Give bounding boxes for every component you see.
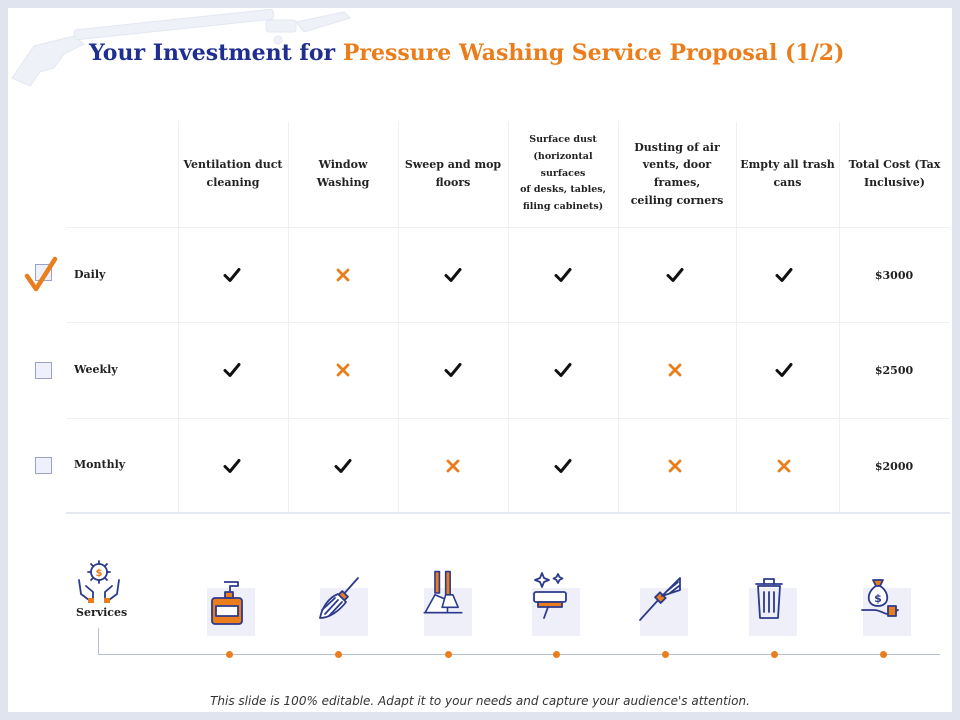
check-icon xyxy=(775,363,793,377)
check-icon xyxy=(223,268,241,282)
check-icon xyxy=(223,363,241,377)
timeline-dot xyxy=(445,651,452,658)
trash-can-icon xyxy=(755,578,783,619)
footer-note: This slide is 100% editable. Adapt it to… xyxy=(210,694,750,708)
column-header-trash: Empty all trash cans xyxy=(740,158,835,189)
timeline-dot xyxy=(226,651,233,658)
cross-icon xyxy=(446,459,460,473)
timeline-dot xyxy=(335,651,342,658)
duster-brush-icon xyxy=(639,577,681,621)
table-divider xyxy=(618,122,619,514)
price-daily: $3000 xyxy=(874,269,914,282)
plan-checkbox-weekly[interactable] xyxy=(35,362,52,379)
broom-icon xyxy=(319,577,359,619)
dustpan-and-brush-icon xyxy=(423,570,463,614)
timeline-dot xyxy=(771,651,778,658)
table-divider xyxy=(288,122,289,514)
table-divider xyxy=(508,122,509,514)
row-label-daily: Daily xyxy=(74,268,106,281)
row-label-weekly: Weekly xyxy=(74,363,118,376)
checkmark-selected-icon xyxy=(24,256,58,292)
column-header-window-washing: Window Washing xyxy=(316,158,370,189)
row-label-monthly: Monthly xyxy=(74,458,126,471)
price-weekly: $2500 xyxy=(874,364,914,377)
pressure-washer-icon xyxy=(11,8,351,87)
check-icon xyxy=(666,268,684,282)
page-title: Your Investment for Pressure Washing Ser… xyxy=(89,40,844,66)
icon-tile xyxy=(749,588,797,636)
timeline-line xyxy=(98,654,940,655)
table-divider xyxy=(66,322,950,323)
check-icon xyxy=(444,363,462,377)
column-header-sweep-mop: Sweep and mop floors xyxy=(404,158,502,189)
table-divider xyxy=(66,227,950,228)
cross-icon xyxy=(668,363,682,377)
slide-canvas xyxy=(8,8,952,712)
svg-text:$: $ xyxy=(96,568,103,579)
column-header-total-cost: Total Cost (Tax Inclusive) xyxy=(848,158,941,189)
table-divider xyxy=(66,418,950,419)
table-divider xyxy=(178,122,179,514)
cross-icon xyxy=(336,363,350,377)
price-monthly: $2000 xyxy=(874,460,914,473)
timeline-dot xyxy=(880,651,887,658)
table-divider xyxy=(839,122,840,514)
svg-text:$: $ xyxy=(874,592,882,605)
timeline-dot xyxy=(662,651,669,658)
check-icon xyxy=(444,268,462,282)
table-divider xyxy=(736,122,737,514)
column-header-surface-dust: Surface dust (horizontal surfaces of desks… xyxy=(520,134,606,212)
column-header-ventilation: Ventilation duct cleaning xyxy=(183,158,283,189)
check-icon xyxy=(223,459,241,473)
hands-dollar-gear-icon: $ xyxy=(78,560,120,603)
table-divider xyxy=(66,512,950,514)
timeline-dot xyxy=(553,651,560,658)
plan-checkbox-monthly[interactable] xyxy=(35,457,52,474)
check-icon xyxy=(554,268,572,282)
check-icon xyxy=(775,268,793,282)
column-header-air-vents: Dusting of air vents, door frames, ceiling… xyxy=(630,140,724,207)
title-accent: Pressure Washing Service Proposal (1/2) xyxy=(342,40,845,66)
cross-icon xyxy=(777,459,791,473)
services-label: Services xyxy=(76,606,128,619)
cross-icon xyxy=(668,459,682,473)
money-bag-hand-icon: $ xyxy=(861,579,899,617)
check-icon xyxy=(554,363,572,377)
cross-icon xyxy=(336,268,350,282)
soap-dispenser-icon xyxy=(211,581,243,625)
table-divider xyxy=(398,122,399,514)
timeline-connector xyxy=(98,628,99,655)
window-squeegee-icon xyxy=(533,572,567,619)
check-icon xyxy=(554,459,572,473)
title-prefix: Your Investment for xyxy=(89,40,343,66)
check-icon xyxy=(334,459,352,473)
